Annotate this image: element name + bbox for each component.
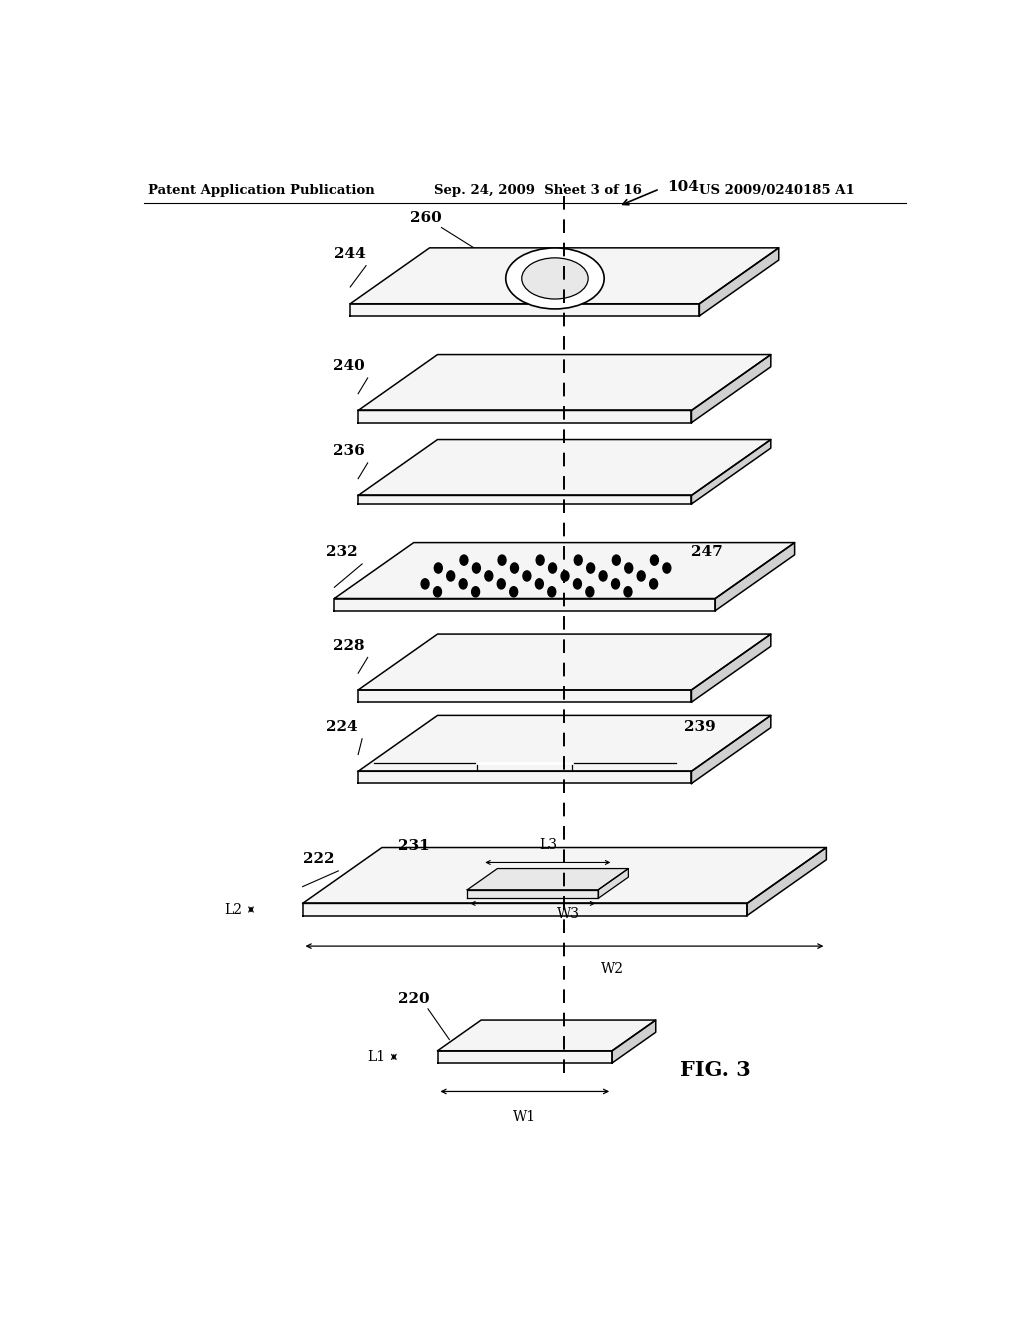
Polygon shape — [691, 355, 771, 422]
Circle shape — [599, 570, 607, 581]
Text: Sep. 24, 2009  Sheet 3 of 16: Sep. 24, 2009 Sheet 3 of 16 — [433, 183, 641, 197]
Circle shape — [498, 554, 506, 565]
Text: 236: 236 — [333, 445, 365, 458]
Polygon shape — [691, 715, 771, 784]
Polygon shape — [437, 1051, 612, 1063]
Polygon shape — [467, 869, 629, 890]
Circle shape — [624, 586, 632, 597]
Text: L2: L2 — [224, 903, 243, 916]
Polygon shape — [691, 440, 771, 504]
Circle shape — [663, 562, 671, 573]
Circle shape — [611, 578, 620, 589]
Circle shape — [498, 578, 505, 589]
Polygon shape — [303, 847, 826, 903]
Circle shape — [421, 578, 429, 589]
Polygon shape — [358, 690, 691, 702]
Circle shape — [649, 578, 657, 589]
Circle shape — [511, 562, 518, 573]
Polygon shape — [358, 440, 771, 495]
Polygon shape — [612, 1020, 655, 1063]
Polygon shape — [748, 847, 826, 916]
Circle shape — [433, 586, 441, 597]
Polygon shape — [691, 634, 771, 702]
Circle shape — [650, 554, 658, 565]
Circle shape — [434, 562, 442, 573]
Polygon shape — [358, 495, 691, 504]
Polygon shape — [358, 355, 771, 411]
Polygon shape — [334, 598, 715, 611]
Circle shape — [472, 562, 480, 573]
Text: 240: 240 — [333, 359, 365, 374]
Circle shape — [537, 554, 544, 565]
Circle shape — [625, 562, 633, 573]
Circle shape — [536, 578, 544, 589]
Text: US 2009/0240185 A1: US 2009/0240185 A1 — [699, 183, 855, 197]
Text: 231: 231 — [397, 840, 430, 853]
Text: 244: 244 — [334, 247, 367, 261]
Ellipse shape — [522, 257, 588, 300]
Text: 220: 220 — [398, 993, 429, 1006]
Circle shape — [446, 570, 455, 581]
Circle shape — [460, 554, 468, 565]
Ellipse shape — [506, 248, 604, 309]
Text: W1: W1 — [513, 1110, 537, 1123]
Polygon shape — [699, 248, 778, 315]
Circle shape — [472, 586, 479, 597]
Polygon shape — [350, 304, 699, 315]
Polygon shape — [467, 890, 598, 899]
Polygon shape — [358, 411, 691, 422]
Circle shape — [510, 586, 518, 597]
Circle shape — [561, 570, 569, 581]
Polygon shape — [303, 903, 748, 916]
Text: FIG. 3: FIG. 3 — [680, 1060, 751, 1080]
Polygon shape — [358, 634, 771, 690]
Text: 247: 247 — [691, 545, 723, 560]
Polygon shape — [437, 1020, 655, 1051]
Circle shape — [573, 578, 582, 589]
Text: W3: W3 — [557, 907, 580, 921]
Text: 228: 228 — [333, 639, 365, 653]
Text: Patent Application Publication: Patent Application Publication — [147, 183, 375, 197]
Polygon shape — [350, 248, 778, 304]
Text: 260: 260 — [410, 211, 441, 226]
Circle shape — [459, 578, 467, 589]
Circle shape — [587, 562, 595, 573]
Circle shape — [612, 554, 621, 565]
Text: L1: L1 — [368, 1049, 385, 1064]
Text: 222: 222 — [303, 853, 334, 866]
Text: 232: 232 — [327, 545, 358, 560]
Text: W2: W2 — [601, 962, 624, 977]
Text: L3: L3 — [539, 838, 557, 853]
Circle shape — [586, 586, 594, 597]
Polygon shape — [358, 771, 691, 784]
Polygon shape — [334, 543, 795, 598]
Circle shape — [523, 570, 530, 581]
Polygon shape — [598, 869, 629, 899]
Circle shape — [637, 570, 645, 581]
Polygon shape — [715, 543, 795, 611]
Text: 104: 104 — [668, 180, 699, 194]
Circle shape — [484, 570, 493, 581]
Circle shape — [574, 554, 583, 565]
Text: 224: 224 — [327, 721, 358, 734]
Circle shape — [549, 562, 557, 573]
Polygon shape — [358, 715, 771, 771]
Circle shape — [548, 586, 556, 597]
Text: 239: 239 — [683, 721, 716, 734]
